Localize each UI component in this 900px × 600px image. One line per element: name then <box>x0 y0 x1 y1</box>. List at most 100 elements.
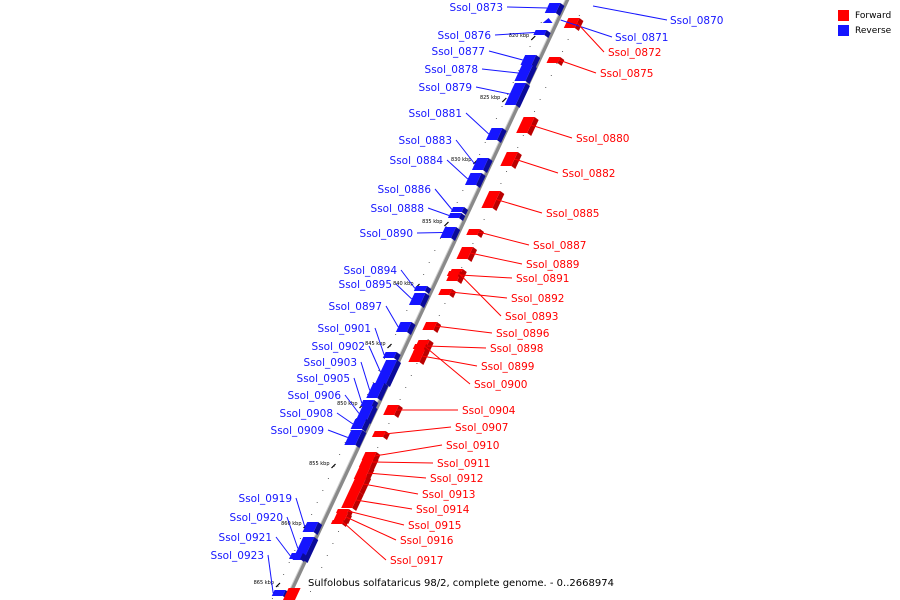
gene-label[interactable]: Ssol_0915 <box>408 520 461 532</box>
gene-block[interactable] <box>282 588 301 600</box>
gene-label[interactable]: Ssol_0897 <box>329 301 382 313</box>
gene-block[interactable] <box>341 492 360 508</box>
gene-label[interactable]: Ssol_0888 <box>371 203 424 215</box>
gene-label[interactable]: Ssol_0892 <box>511 293 564 305</box>
gene-block[interactable] <box>438 289 453 295</box>
gene-block[interactable] <box>516 117 535 133</box>
gene-label[interactable]: Ssol_0883 <box>399 135 452 147</box>
gene-label[interactable]: Ssol_0893 <box>505 311 558 323</box>
gene-label[interactable]: Ssol_0907 <box>455 422 508 434</box>
gene-label[interactable]: Ssol_0913 <box>422 489 475 501</box>
gene-block[interactable] <box>395 322 412 332</box>
gene-label[interactable]: Ssol_0890 <box>360 228 413 240</box>
gene-block[interactable] <box>333 513 348 521</box>
gene-block[interactable] <box>485 128 503 140</box>
gene-block[interactable] <box>422 322 438 330</box>
gene-block[interactable] <box>464 173 482 185</box>
gene-label[interactable]: Ssol_0881 <box>409 108 462 120</box>
gene-block[interactable] <box>544 3 561 13</box>
gene-block[interactable] <box>439 227 457 238</box>
gene-label[interactable]: Ssol_0920 <box>230 512 283 524</box>
gene-label[interactable]: Ssol_0889 <box>526 259 579 271</box>
gene-block[interactable] <box>413 286 428 291</box>
gene-label[interactable]: Ssol_0923 <box>211 550 264 562</box>
gene-block[interactable] <box>382 352 397 358</box>
gene-block[interactable] <box>374 360 398 384</box>
gene-block[interactable] <box>471 158 489 170</box>
gene-label[interactable]: Ssol_0876 <box>438 30 492 42</box>
gene-block[interactable] <box>504 83 526 105</box>
gene-label[interactable]: Ssol_0879 <box>419 82 472 94</box>
gene-label[interactable]: Ssol_0900 <box>474 379 527 391</box>
gene-block[interactable] <box>408 350 425 362</box>
gene-block[interactable] <box>358 457 375 467</box>
gene-block[interactable] <box>366 383 385 398</box>
gene-block[interactable] <box>371 431 386 437</box>
gene-label[interactable]: Ssol_0875 <box>600 68 653 80</box>
gene-label[interactable]: Ssol_0916 <box>400 535 454 547</box>
gene-label[interactable]: Ssol_0909 <box>271 425 324 437</box>
gene-block[interactable] <box>450 207 465 212</box>
gene-label[interactable]: Ssol_0914 <box>416 504 470 516</box>
gene-block[interactable] <box>360 400 375 406</box>
gene-label[interactable]: Ssol_0904 <box>462 405 516 417</box>
gene-label[interactable]: Ssol_0870 <box>670 15 723 27</box>
gene-block[interactable] <box>330 520 344 524</box>
gene-label[interactable]: Ssol_0877 <box>432 46 485 58</box>
gene-block[interactable] <box>514 65 533 81</box>
gene-label[interactable]: Ssol_0894 <box>344 265 398 277</box>
gene-label[interactable]: Ssol_0887 <box>533 240 586 252</box>
gene-block[interactable] <box>383 405 399 415</box>
gene-label[interactable]: Ssol_0901 <box>318 323 371 335</box>
gene-label[interactable]: Ssol_0917 <box>390 555 443 567</box>
gene-label[interactable]: Ssol_0905 <box>297 373 350 385</box>
gene-label[interactable]: Ssol_0908 <box>280 408 333 420</box>
gene-block[interactable] <box>466 229 481 235</box>
gene-block[interactable] <box>447 213 462 218</box>
gene-label[interactable]: Ssol_0903 <box>304 357 357 369</box>
gene-block[interactable] <box>302 522 319 532</box>
gene-label[interactable]: Ssol_0886 <box>378 184 432 196</box>
gene-label[interactable]: Ssol_0898 <box>490 343 543 355</box>
gene-label[interactable]: Ssol_0921 <box>219 532 272 544</box>
gene-block-shadow <box>477 229 485 238</box>
gene-label[interactable]: Ssol_0871 <box>615 32 668 44</box>
gene-label[interactable]: Ssol_0910 <box>446 440 499 452</box>
gene-label[interactable]: Ssol_0899 <box>481 361 534 373</box>
gene-block[interactable] <box>563 18 580 28</box>
gene-block[interactable] <box>355 406 374 421</box>
gene-label[interactable]: Ssol_0872 <box>608 47 661 59</box>
gene-label[interactable]: Ssol_0911 <box>437 458 490 470</box>
gene-block[interactable] <box>481 191 501 208</box>
gene-block[interactable] <box>533 30 547 35</box>
gene-label[interactable]: Ssol_0912 <box>430 473 483 485</box>
gene-label[interactable]: Ssol_0878 <box>425 64 478 76</box>
gene-block[interactable] <box>408 293 426 305</box>
gene-block[interactable] <box>500 152 518 166</box>
gene-label[interactable]: Ssol_0880 <box>576 133 629 145</box>
gene-label[interactable]: Ssol_0885 <box>546 208 599 220</box>
gene-label[interactable]: Ssol_0873 <box>450 2 503 14</box>
gene-label[interactable]: Ssol_0884 <box>390 155 444 167</box>
gene-block-shadow <box>475 173 486 188</box>
gene-block[interactable] <box>271 590 286 596</box>
gene-block[interactable] <box>336 509 349 513</box>
gene-label[interactable]: Ssol_0896 <box>496 328 550 340</box>
gene-block[interactable] <box>412 344 427 349</box>
gene-block[interactable] <box>446 271 461 276</box>
gene-label[interactable]: Ssol_0902 <box>312 341 365 353</box>
gene-label[interactable]: Ssol_0906 <box>288 390 342 402</box>
gene-block[interactable] <box>344 430 363 445</box>
tick-label: 835 kbp <box>422 219 442 225</box>
gene-block[interactable] <box>348 476 368 492</box>
gene-label[interactable]: Ssol_0882 <box>562 168 615 180</box>
gene-block[interactable] <box>546 57 561 63</box>
gene-block[interactable] <box>289 553 303 559</box>
gene-block[interactable] <box>542 18 553 23</box>
gene-block[interactable] <box>350 419 367 429</box>
gene-label[interactable]: Ssol_0891 <box>516 273 569 285</box>
gene-block[interactable] <box>456 247 474 259</box>
gene-label[interactable]: Ssol_0895 <box>339 279 392 291</box>
gene-label[interactable]: Ssol_0919 <box>239 493 292 505</box>
gene-block[interactable] <box>520 55 537 65</box>
